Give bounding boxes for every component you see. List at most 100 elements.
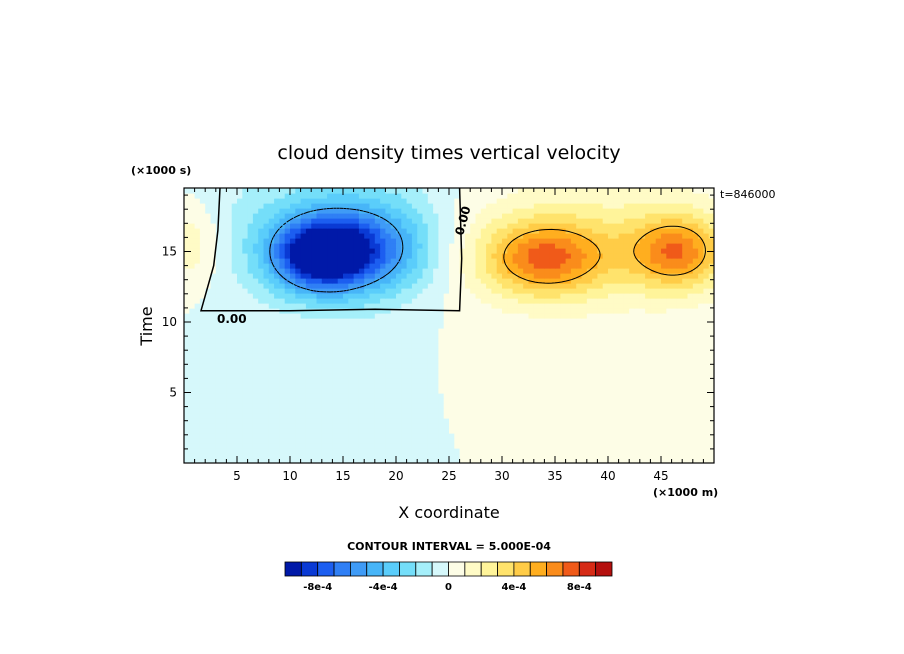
heatmap-cell <box>321 313 328 319</box>
heatmap-cell <box>284 258 291 264</box>
heatmap-cell <box>661 453 667 459</box>
heatmap-cell <box>645 388 651 394</box>
heatmap-cell <box>639 363 646 369</box>
heatmap-cell <box>581 413 588 419</box>
heatmap-cell <box>512 453 519 459</box>
heatmap-cell <box>422 243 429 249</box>
heatmap-cell <box>671 248 678 254</box>
heatmap-cell <box>480 393 487 399</box>
heatmap-cell <box>676 268 683 274</box>
heatmap-cell <box>491 383 498 389</box>
heatmap-cell <box>422 398 429 404</box>
heatmap-cell <box>449 348 455 354</box>
heatmap-cell <box>327 283 333 289</box>
heatmap-cell <box>655 318 662 324</box>
heatmap-cell <box>353 348 360 354</box>
heatmap-cell <box>369 228 376 234</box>
heatmap-cell <box>417 343 424 349</box>
heatmap-cell <box>390 313 397 319</box>
heatmap-cell <box>496 268 503 274</box>
heatmap-cell <box>634 393 641 399</box>
heatmap-cell <box>459 323 466 329</box>
heatmap-cell <box>570 453 577 459</box>
heatmap-cell <box>295 288 302 294</box>
heatmap-cell <box>443 373 450 379</box>
heatmap-cell <box>676 238 683 244</box>
heatmap-cell <box>252 348 259 354</box>
heatmap-cell <box>411 363 418 369</box>
heatmap-cell <box>290 278 296 284</box>
heatmap-cell <box>512 263 519 269</box>
heatmap-cell <box>618 283 625 289</box>
heatmap-cell <box>316 348 323 354</box>
heatmap-cell <box>592 353 598 359</box>
heatmap-cell <box>523 228 530 234</box>
heatmap-cell <box>486 278 492 284</box>
heatmap-cell <box>252 433 259 439</box>
heatmap-cell <box>491 213 498 219</box>
heatmap-cell <box>380 243 386 249</box>
heatmap-cell <box>661 393 667 399</box>
heatmap-cell <box>279 213 286 219</box>
heatmap-cell <box>411 443 418 449</box>
heatmap-cell <box>645 298 651 304</box>
heatmap-cell <box>268 383 275 389</box>
heatmap-cell <box>676 293 683 299</box>
heatmap-cell <box>533 288 540 294</box>
heatmap-cell <box>634 403 641 409</box>
heatmap-cell <box>650 428 657 434</box>
heatmap-cell <box>464 318 471 324</box>
heatmap-cell <box>443 338 450 344</box>
heatmap-cell <box>676 363 683 369</box>
heatmap-cell <box>507 408 514 414</box>
heatmap-cell <box>645 358 651 364</box>
heatmap-cell <box>523 308 530 314</box>
heatmap-cell <box>581 388 588 394</box>
heatmap-cell <box>406 368 413 374</box>
heatmap-cell <box>295 328 302 334</box>
heatmap-cell <box>502 458 508 463</box>
heatmap-cell <box>433 268 439 274</box>
heatmap-cell <box>443 358 450 364</box>
heatmap-cell <box>623 293 630 299</box>
heatmap-cell <box>316 403 323 409</box>
heatmap-cell <box>274 388 280 394</box>
heatmap-cell <box>311 448 318 454</box>
heatmap-cell <box>592 278 598 284</box>
heatmap-cell <box>555 443 561 449</box>
heatmap-cell <box>592 453 598 459</box>
heatmap-cell <box>586 283 593 289</box>
heatmap-cell <box>692 423 699 429</box>
heatmap-cell <box>258 348 265 354</box>
heatmap-cell <box>226 438 233 444</box>
heatmap-cell <box>692 283 699 289</box>
heatmap-cell <box>586 403 593 409</box>
heatmap-cell <box>348 418 355 424</box>
heatmap-cell <box>480 368 487 374</box>
heatmap-cell <box>316 363 323 369</box>
heatmap-cell <box>661 323 667 329</box>
heatmap-cell <box>687 228 694 234</box>
heatmap-cell <box>581 348 588 354</box>
heatmap-cell <box>639 253 646 259</box>
heatmap-cell <box>380 298 386 304</box>
heatmap-cell <box>237 253 243 259</box>
heatmap-cell <box>422 213 429 219</box>
heatmap-cell <box>671 233 678 239</box>
heatmap-cell <box>480 243 487 249</box>
heatmap-cell <box>305 408 312 414</box>
heatmap-cell <box>321 338 328 344</box>
heatmap-cell <box>279 273 286 279</box>
heatmap-cell <box>486 333 492 339</box>
heatmap-cell <box>613 303 620 309</box>
heatmap-cell <box>438 298 445 304</box>
heatmap-cell <box>676 393 683 399</box>
heatmap-cell <box>199 348 206 354</box>
heatmap-cell <box>199 423 206 429</box>
heatmap-cell <box>459 313 466 319</box>
heatmap-cell <box>369 293 376 299</box>
heatmap-cell <box>422 318 429 324</box>
heatmap-cell <box>348 323 355 329</box>
heatmap-cell <box>258 293 265 299</box>
heatmap-cell <box>454 248 461 254</box>
